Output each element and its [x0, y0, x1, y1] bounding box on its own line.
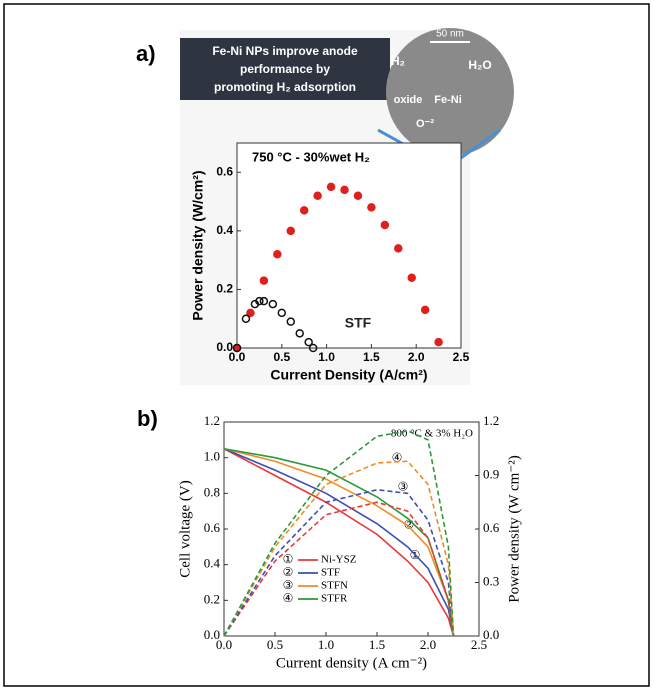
- legend-marker: ①: [283, 552, 294, 566]
- x-tick-label: 0.5: [273, 350, 290, 364]
- annotation: STF: [345, 315, 372, 331]
- legend-label: Ni-YSZ: [321, 554, 357, 566]
- frame: [3, 3, 650, 687]
- x-tick-label: 2.0: [420, 637, 436, 652]
- x-tick-label: 2.5: [471, 637, 487, 652]
- legend-marker: ④: [283, 591, 294, 605]
- data-point: [313, 191, 322, 200]
- data-point: [420, 305, 430, 315]
- annotation: H₂O: [468, 58, 491, 72]
- data-point: [295, 329, 304, 338]
- x-tick-label: 0.0: [216, 637, 232, 652]
- data-point: [232, 343, 242, 353]
- y-tick-label: 0.2: [204, 591, 220, 606]
- legend-label: STFN: [321, 580, 348, 592]
- annotation: 50 nm: [436, 29, 464, 40]
- annotation: promoting H₂ adsorption: [214, 80, 356, 94]
- data-line: [223, 488, 455, 637]
- chart-title: 800 °C & 3% H₂O: [391, 428, 473, 440]
- y-axis-label: Cell voltage (V): [177, 480, 193, 577]
- annotation: performance by: [240, 62, 330, 76]
- y-tick-label: 0.8: [204, 484, 220, 499]
- data-point: [407, 273, 416, 282]
- x-tick-label: 0.0: [229, 350, 246, 364]
- data-line: [223, 447, 455, 637]
- y-tick-label: 0.4: [204, 556, 221, 571]
- y-tick-label: 0.4: [216, 223, 233, 237]
- legend-marker: ③: [283, 578, 294, 592]
- data-point: [286, 317, 296, 326]
- y-tick-label: 0.0: [216, 340, 233, 354]
- y-tick-label: 1.0: [204, 449, 220, 464]
- curve-marker: ②: [404, 517, 415, 531]
- data-point: [367, 203, 376, 212]
- data-line: [223, 448, 455, 637]
- y2-axis-label: Power density (W cm⁻²): [506, 455, 522, 603]
- annotation: O⁻²: [416, 118, 434, 130]
- y2-tick-label: 0.0: [483, 627, 499, 642]
- x-tick-label: 0.5: [267, 637, 283, 652]
- data-point: [304, 337, 313, 347]
- data-point: [268, 299, 278, 309]
- annotation: Fe-Ni: [434, 94, 462, 106]
- data-point: [394, 244, 403, 253]
- data-point: [340, 185, 349, 195]
- y-tick-label: 0.2: [216, 282, 233, 296]
- data-point: [434, 337, 443, 347]
- x-axis-label: Current Density (A/cm²): [270, 367, 427, 383]
- x-tick-label: 1.0: [318, 350, 335, 364]
- data-point: [255, 296, 264, 306]
- legend-label: STF: [321, 567, 340, 579]
- y2-tick-label: 0.3: [483, 573, 499, 588]
- panel-label: b): [137, 406, 158, 431]
- annotation: H₂: [391, 54, 405, 68]
- y-tick-label: 0.6: [216, 164, 233, 178]
- data-point: [273, 250, 282, 259]
- curve-marker: ③: [398, 480, 409, 494]
- annotation: oxide: [394, 94, 423, 106]
- x-tick-label: 2.0: [408, 350, 425, 364]
- legend-marker: ②: [283, 565, 294, 579]
- x-tick-label: 1.5: [363, 350, 380, 364]
- data-point: [241, 314, 251, 323]
- data-line: [223, 448, 455, 637]
- y2-tick-label: 0.9: [483, 466, 499, 481]
- legend-label: STFR: [321, 593, 348, 605]
- y2-tick-label: 1.2: [483, 413, 499, 428]
- x-tick-label: 1.5: [369, 637, 385, 652]
- chart-title: 750 °C - 30%wet H₂: [252, 149, 370, 164]
- y-tick-label: 1.2: [204, 413, 220, 428]
- annotation: Fe-Ni NPs improve anode: [212, 44, 358, 58]
- data-point: [286, 226, 296, 236]
- data-line: [223, 501, 455, 637]
- data-point: [326, 182, 336, 192]
- curve-marker: ④: [392, 451, 403, 465]
- data-point: [308, 343, 318, 353]
- y2-tick-label: 0.6: [483, 520, 500, 535]
- y-axis-label: Power density (W/cm²): [190, 170, 206, 320]
- y-tick-label: 0.6: [204, 520, 221, 535]
- note-box: [180, 38, 390, 100]
- data-point: [259, 276, 269, 285]
- x-tick-label: 2.5: [453, 350, 470, 364]
- data-point: [277, 308, 287, 318]
- x-tick-label: 1.0: [318, 637, 334, 652]
- data-point: [246, 308, 255, 318]
- data-point: [380, 220, 390, 230]
- annotation: STFN: [402, 209, 439, 225]
- data-point: [259, 296, 269, 306]
- y-tick-label: 0.0: [204, 627, 220, 642]
- data-line: [223, 430, 455, 637]
- data-point: [299, 206, 309, 215]
- panel-label: a): [136, 41, 156, 66]
- data-line: [223, 460, 455, 637]
- data-point: [353, 191, 363, 200]
- tem-image: [386, 28, 514, 156]
- x-axis-label: Current density (A cm⁻²): [276, 655, 427, 671]
